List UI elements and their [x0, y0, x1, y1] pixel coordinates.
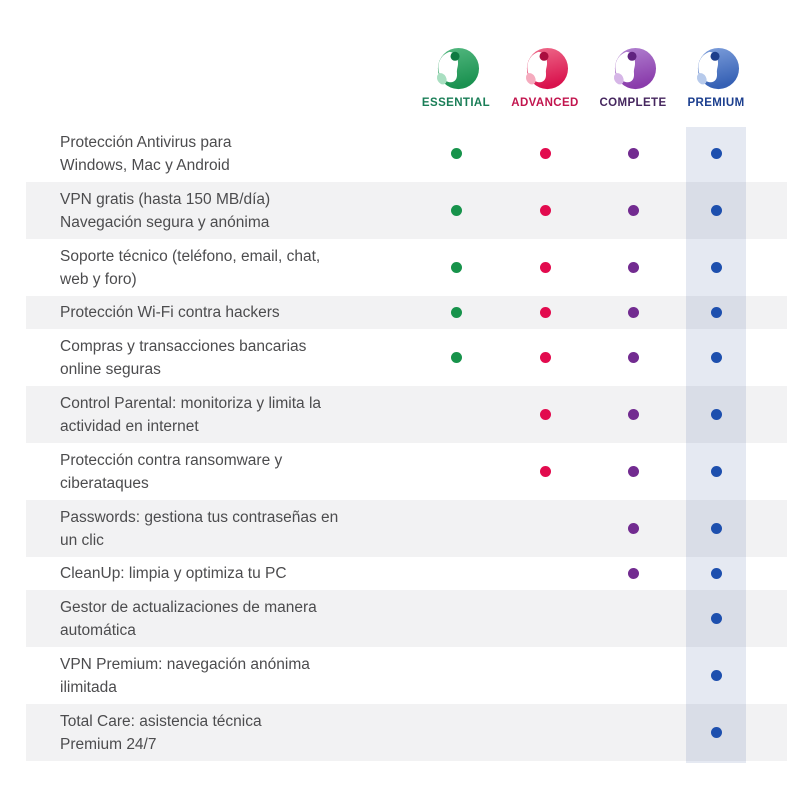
feature-table: Protección Antivirus para Windows, Mac y… [26, 125, 787, 763]
feature-label: Gestor de actualizaciones de manera auto… [60, 598, 317, 639]
table-row: CleanUp: limpia y optimiza tu PC [26, 557, 787, 590]
table-row: Soporte técnico (teléfono, email, chat, … [26, 239, 787, 296]
feature-label: Total Care: asistencia técnica Premium 2… [60, 712, 262, 753]
table-row: Protección contra ransomware y ciberataq… [26, 443, 787, 500]
table-row: Protección Wi-Fi contra hackers [26, 296, 787, 329]
complete-included-dot [627, 205, 639, 216]
table-row: Compras y transacciones bancarias online… [26, 329, 787, 386]
premium-included-dot [710, 262, 722, 273]
feature-label: Protección Antivirus para Windows, Mac y… [60, 133, 232, 174]
feature-label: Soporte técnico (teléfono, email, chat, … [60, 247, 321, 288]
advanced-included-dot [539, 352, 551, 363]
plan-name-label: ADVANCED [511, 97, 579, 109]
feature-label: Compras y transacciones bancarias online… [60, 337, 307, 378]
premium-column-highlight [686, 127, 746, 763]
panda-logo-essential-icon [436, 47, 479, 90]
advanced-included-dot [539, 262, 551, 273]
table-row: VPN gratis (hasta 150 MB/día) Navegación… [26, 182, 787, 239]
advanced-included-dot [539, 148, 551, 159]
table-row: Total Care: asistencia técnica Premium 2… [26, 704, 787, 761]
complete-included-dot [627, 352, 639, 363]
table-row: Control Parental: monitoriza y limita la… [26, 386, 787, 443]
plan-name-label: PREMIUM [687, 97, 745, 109]
table-row: Passwords: gestiona tus contraseñas en u… [26, 500, 787, 557]
table-row: Gestor de actualizaciones de manera auto… [26, 590, 787, 647]
plan-name-label: COMPLETE [599, 97, 667, 109]
plans-header: ESSENTIAL ADVANCED COMPLETE PREMIUM [0, 0, 800, 125]
plan-column-advanced: ADVANCED [497, 46, 593, 110]
table-row: VPN Premium: navegación anónima ilimitad… [26, 647, 787, 704]
essential-included-dot [450, 307, 462, 318]
premium-included-dot [710, 409, 722, 420]
advanced-included-dot [539, 307, 551, 318]
premium-included-dot [710, 613, 722, 624]
premium-included-dot [710, 466, 722, 477]
complete-included-dot [627, 307, 639, 318]
complete-included-dot [627, 523, 639, 534]
panda-logo-premium-icon [696, 47, 739, 90]
premium-included-dot [710, 670, 722, 681]
plan-name-label: ESSENTIAL [421, 97, 491, 109]
plan-column-complete: COMPLETE [585, 46, 681, 110]
complete-included-dot [627, 409, 639, 420]
feature-label: Control Parental: monitoriza y limita la… [60, 394, 322, 435]
advanced-included-dot [539, 466, 551, 477]
premium-included-dot [710, 568, 722, 579]
essential-included-dot [450, 205, 462, 216]
advanced-included-dot [539, 205, 551, 216]
feature-label: Passwords: gestiona tus contraseñas en u… [60, 508, 339, 549]
complete-included-dot [627, 148, 639, 159]
plan-column-premium: PREMIUM [668, 46, 764, 110]
premium-included-dot [710, 523, 722, 534]
premium-included-dot [710, 205, 722, 216]
premium-included-dot [710, 727, 722, 738]
table-row: Protección Antivirus para Windows, Mac y… [26, 125, 787, 182]
feature-label: VPN Premium: navegación anónima ilimitad… [60, 655, 310, 696]
premium-included-dot [710, 148, 722, 159]
essential-included-dot [450, 148, 462, 159]
complete-included-dot [627, 262, 639, 273]
panda-logo-advanced-icon [525, 47, 568, 90]
panda-logo-complete-icon [613, 47, 656, 90]
advanced-included-dot [539, 409, 551, 420]
premium-included-dot [710, 307, 722, 318]
premium-included-dot [710, 352, 722, 363]
essential-included-dot [450, 262, 462, 273]
essential-included-dot [450, 352, 462, 363]
plan-column-essential: ESSENTIAL [408, 46, 504, 110]
feature-label: Protección contra ransomware y ciberataq… [60, 451, 283, 492]
feature-label: CleanUp: limpia y optimiza tu PC [60, 565, 287, 582]
feature-label: Protección Wi-Fi contra hackers [60, 304, 280, 321]
complete-included-dot [627, 568, 639, 579]
complete-included-dot [627, 466, 639, 477]
feature-label: VPN gratis (hasta 150 MB/día) Navegación… [60, 190, 271, 231]
